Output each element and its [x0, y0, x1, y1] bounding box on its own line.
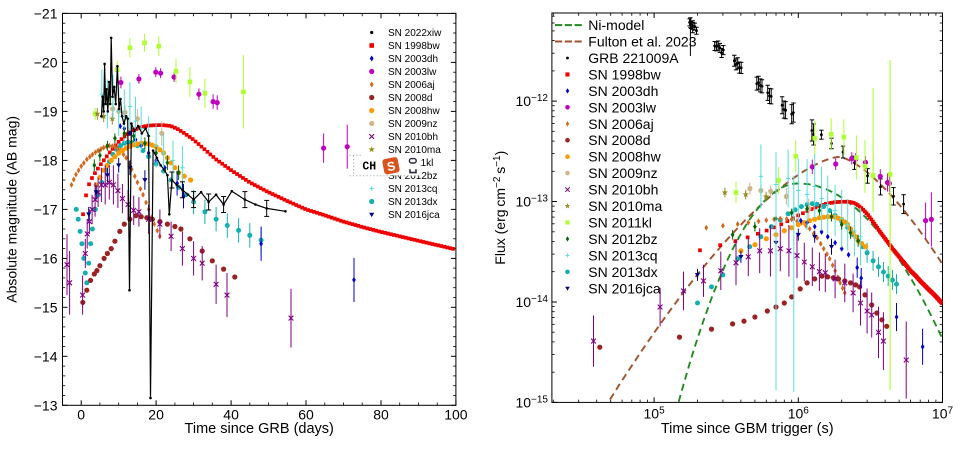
svg-text:SN 2010ma: SN 2010ma: [388, 145, 441, 156]
svg-text:SN 2010bh: SN 2010bh: [588, 182, 658, 198]
svg-text:SN 2003lw: SN 2003lw: [388, 67, 437, 78]
svg-text:SN 2003dh: SN 2003dh: [388, 54, 438, 65]
svg-text:Flux (erg cm−2 s−1): Flux (erg cm−2 s−1): [492, 151, 508, 265]
svg-text:−21: −21: [34, 5, 58, 21]
svg-text:SN 2008hw: SN 2008hw: [388, 106, 440, 117]
svg-text:SN 2006aj: SN 2006aj: [388, 80, 435, 91]
svg-text:SN 2008hw: SN 2008hw: [588, 149, 661, 165]
svg-text:Time since GBM trigger (s): Time since GBM trigger (s): [661, 421, 834, 437]
svg-text:SN 1998bw: SN 1998bw: [588, 66, 661, 82]
svg-text:0: 0: [77, 406, 85, 422]
svg-text:SN 2012bz: SN 2012bz: [388, 171, 437, 182]
svg-text:20: 20: [148, 406, 164, 422]
svg-text:CH: CH: [362, 160, 376, 173]
svg-text:SN 2003lw: SN 2003lw: [588, 99, 657, 115]
svg-text:SN 2006aj: SN 2006aj: [588, 116, 653, 132]
svg-text:SN 2008d: SN 2008d: [588, 132, 650, 148]
svg-text:−18: −18: [34, 152, 58, 168]
svg-text:Absolute magnitude (AB mag): Absolute magnitude (AB mag): [3, 116, 19, 303]
svg-text:40: 40: [223, 406, 239, 422]
svg-text:SN 2016jca: SN 2016jca: [588, 280, 661, 296]
svg-text:GRB 221009A: GRB 221009A: [588, 50, 679, 66]
svg-text:SN 2011kl: SN 2011kl: [588, 215, 652, 231]
svg-text:Time since GRB (days): Time since GRB (days): [185, 421, 334, 437]
svg-text:Fulton et al. 2023: Fulton et al. 2023: [588, 34, 696, 50]
svg-text:SN 2012bz: SN 2012bz: [588, 231, 657, 247]
svg-text:−16: −16: [34, 250, 58, 266]
svg-text:SN 2013dx: SN 2013dx: [388, 197, 437, 208]
svg-text:SN 1998bw: SN 1998bw: [388, 41, 440, 52]
svg-text:60: 60: [298, 406, 314, 422]
svg-text:SN 2003dh: SN 2003dh: [588, 83, 658, 99]
svg-text:SN 2009nz: SN 2009nz: [388, 119, 437, 130]
svg-text:−17: −17: [34, 201, 58, 217]
svg-text:SN 2016jca: SN 2016jca: [388, 210, 440, 221]
svg-text:SN 2010ma: SN 2010ma: [588, 198, 662, 214]
svg-text:SN 2010bh: SN 2010bh: [388, 132, 438, 143]
svg-text:−19: −19: [34, 103, 58, 119]
svg-text:Ni-model: Ni-model: [588, 17, 644, 33]
svg-text:100: 100: [444, 406, 468, 422]
svg-text:SN 2009nz: SN 2009nz: [588, 165, 657, 181]
svg-text:SN 2022xiw: SN 2022xiw: [388, 28, 442, 39]
svg-text:SN 2013cq: SN 2013cq: [388, 184, 437, 195]
svg-text:SN 2008d: SN 2008d: [388, 93, 432, 104]
svg-text:−13: −13: [34, 397, 58, 413]
svg-text:−20: −20: [34, 54, 58, 70]
svg-text:−15: −15: [34, 299, 58, 315]
svg-text:SN 2013cq: SN 2013cq: [588, 247, 657, 263]
svg-text:−14: −14: [34, 348, 58, 364]
svg-text:80: 80: [373, 406, 389, 422]
svg-text:S: S: [386, 159, 397, 174]
svg-text:SN 2013dx: SN 2013dx: [588, 264, 657, 280]
